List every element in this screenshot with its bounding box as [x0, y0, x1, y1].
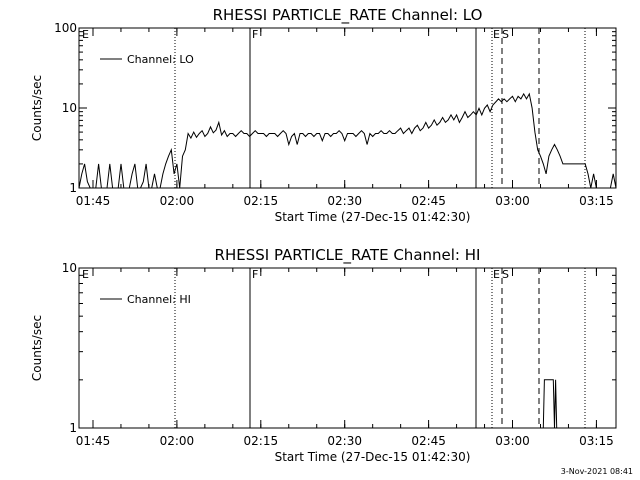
x-tick-label: 02:30 [327, 434, 362, 448]
x-tick-label: 02:00 [160, 194, 195, 208]
event-marker-label: F [252, 268, 258, 281]
x-tick-label: 02:30 [327, 194, 362, 208]
event-marker-label: E [82, 268, 89, 281]
y-axis-label: Counts/sec [30, 75, 44, 141]
event-marker-label: E [82, 28, 89, 41]
x-tick-label: 01:45 [76, 194, 111, 208]
x-axis-label: Start Time (27-Dec-15 01:42:30) [275, 450, 471, 464]
event-marker-label: E [493, 268, 500, 281]
x-tick-label: 03:15 [579, 434, 614, 448]
plot-frame [78, 27, 617, 189]
series-line [79, 92, 616, 188]
y-tick-label: 10 [62, 101, 77, 115]
chart-title: RHESSI PARTICLE_RATE Channel: LO [213, 6, 483, 25]
footer-timestamp: 3-Nov-2021 08:41 [561, 467, 633, 476]
y-axis-label: Counts/sec [30, 315, 44, 381]
hi-channel-panel: RHESSI PARTICLE_RATE Channel: HI Counts/s… [30, 246, 617, 464]
event-marker-label: F [252, 28, 258, 41]
x-tick-label: 01:45 [76, 434, 111, 448]
x-axis-label: Start Time (27-Dec-15 01:42:30) [275, 210, 471, 224]
x-tick-label: 02:45 [411, 434, 446, 448]
x-tick-label: 02:45 [411, 194, 446, 208]
event-marker-label: E [493, 28, 500, 41]
event-marker-label: S [502, 28, 509, 41]
x-tick-label: 02:15 [244, 434, 279, 448]
x-tick-label: 02:00 [160, 434, 195, 448]
x-tick-label: 02:15 [244, 194, 279, 208]
y-tick-label: 1 [69, 181, 77, 195]
legend-label: Channel: HI [127, 293, 191, 306]
legend-label: Channel: LO [127, 53, 194, 66]
lo-channel-panel: RHESSI PARTICLE_RATE Channel: LO Counts/s… [30, 6, 617, 224]
y-tick-label: 10 [62, 261, 77, 275]
chart-title: RHESSI PARTICLE_RATE Channel: HI [215, 246, 481, 265]
series-line [79, 379, 616, 428]
x-tick-label: 03:15 [579, 194, 614, 208]
x-tick-label: 03:00 [495, 194, 530, 208]
x-tick-label: 03:00 [495, 434, 530, 448]
y-tick-label: 1 [69, 421, 77, 435]
event-marker-label: S [502, 268, 509, 281]
y-tick-label: 100 [54, 21, 77, 35]
plot-frame [78, 267, 617, 429]
